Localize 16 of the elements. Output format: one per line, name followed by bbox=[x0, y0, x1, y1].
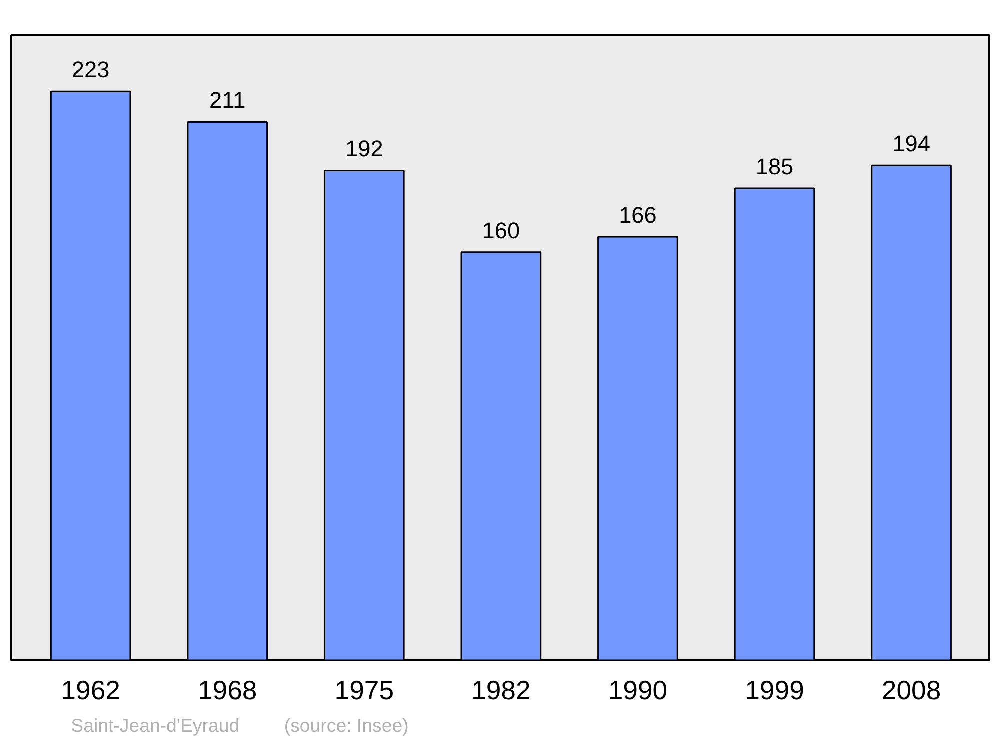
data-label: 160 bbox=[482, 217, 520, 244]
x-tick-label: 2008 bbox=[882, 676, 942, 706]
x-tick-label: 1999 bbox=[745, 676, 804, 706]
x-tick-label: 1968 bbox=[198, 676, 258, 706]
x-tick-label: 1975 bbox=[334, 676, 394, 706]
data-label: 223 bbox=[72, 56, 110, 83]
data-label: 194 bbox=[892, 130, 930, 157]
text: (source: Insee) bbox=[284, 715, 409, 736]
data-label: 166 bbox=[619, 202, 657, 228]
x-tick-label: 1990 bbox=[608, 676, 668, 706]
data-label: 192 bbox=[346, 136, 384, 162]
x-tick-label: 1962 bbox=[61, 676, 120, 706]
text: Saint-Jean-d'Eyraud bbox=[71, 715, 240, 736]
data-label: 185 bbox=[756, 154, 794, 180]
data-label: 211 bbox=[210, 87, 246, 114]
x-tick-label: 1982 bbox=[472, 676, 531, 706]
